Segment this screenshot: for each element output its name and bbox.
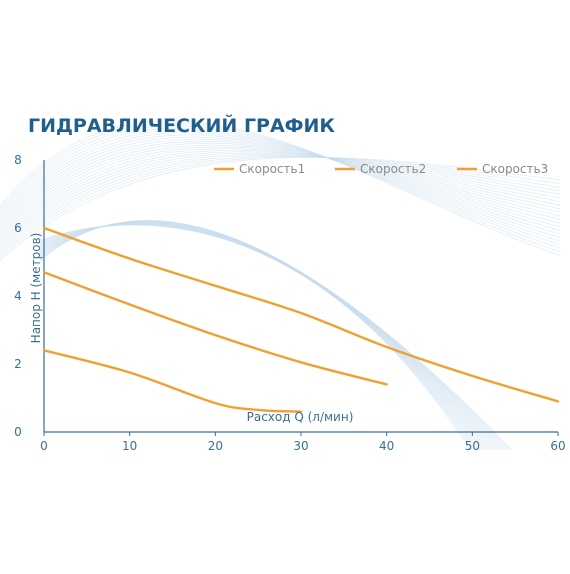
decorative-wave-lines bbox=[0, 120, 561, 451]
wave-line-upper bbox=[0, 136, 561, 231]
wave-line-upper bbox=[0, 146, 561, 238]
wave-line-upper bbox=[0, 138, 561, 228]
legend-label: Скорость1 bbox=[239, 162, 305, 176]
wave-line-upper bbox=[0, 127, 561, 246]
wave-line-upper bbox=[0, 148, 561, 241]
y-tick-label: 6 bbox=[14, 221, 22, 235]
wave-line-upper bbox=[0, 151, 561, 246]
y-tick-label: 4 bbox=[14, 289, 22, 303]
series-line-3 bbox=[42, 349, 303, 413]
wave-line-upper bbox=[0, 132, 561, 238]
x-tick-label: 0 bbox=[40, 439, 48, 453]
chart-title: ГИДРАВЛИЧЕСКИЙ ГРАФИК bbox=[28, 114, 335, 137]
legend-label: Скорость2 bbox=[360, 162, 426, 176]
wave-line-upper bbox=[0, 144, 561, 235]
x-tick-label: 60 bbox=[550, 439, 565, 453]
wave-line-upper bbox=[0, 156, 561, 259]
x-tick-label: 50 bbox=[465, 439, 480, 453]
wave-line-upper bbox=[0, 149, 561, 243]
y-axis-label: Напор H (метров) bbox=[29, 233, 43, 344]
wave-line-upper bbox=[0, 154, 561, 254]
series-layer bbox=[42, 226, 560, 413]
x-tick-label: 20 bbox=[208, 439, 223, 453]
wave-line-upper bbox=[0, 152, 561, 248]
wave-line-upper bbox=[0, 153, 561, 251]
legend: Скорость1 Скорость2 Скорость3 bbox=[214, 162, 548, 176]
wave-line-lower bbox=[39, 219, 513, 451]
wave-line-upper bbox=[0, 142, 561, 233]
wave-line-upper bbox=[0, 129, 561, 242]
series-line-2 bbox=[42, 271, 388, 386]
x-tick-label: 30 bbox=[293, 439, 308, 453]
x-tick-label: 10 bbox=[122, 439, 137, 453]
wave-line-upper bbox=[0, 134, 561, 235]
wave-line-upper bbox=[0, 125, 561, 249]
series-line-1 bbox=[42, 226, 560, 403]
y-tick-label: 8 bbox=[14, 153, 22, 167]
legend-label: Скорость3 bbox=[482, 162, 548, 176]
tick-labels: 0 10 20 30 40 50 60 0 2 4 6 8 bbox=[14, 153, 565, 453]
x-tick-label: 40 bbox=[379, 439, 394, 453]
wave-line-upper bbox=[0, 140, 561, 230]
x-axis-label: Расход Q (л/мин) bbox=[247, 410, 354, 424]
wave-line-upper bbox=[0, 155, 561, 256]
wave-line-upper bbox=[0, 120, 561, 256]
wave-line-upper bbox=[0, 123, 561, 253]
y-tick-label: 0 bbox=[14, 425, 22, 439]
y-tick-label: 2 bbox=[14, 357, 22, 371]
